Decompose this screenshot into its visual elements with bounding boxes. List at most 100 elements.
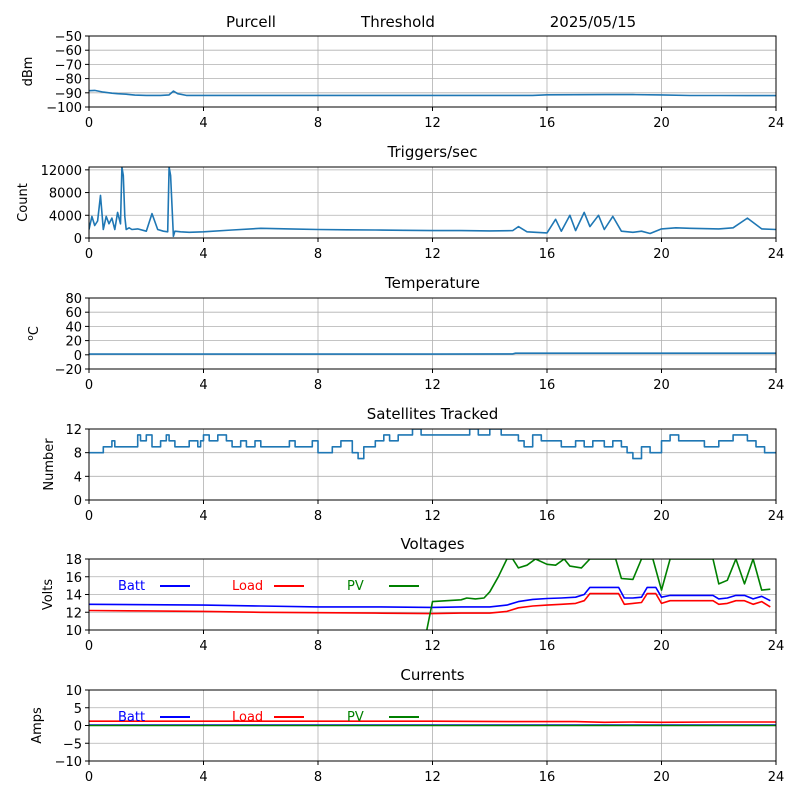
y-tick-label: 40 [65,320,82,335]
x-tick-label: 4 [199,247,207,262]
legend-label-batt: Batt [118,710,145,725]
x-tick-label: 4 [199,378,207,393]
x-tick-label: 12 [424,509,441,524]
y-tick-label: 60 [65,306,82,321]
y-tick-label: −5 [63,737,82,752]
x-tick-label: 20 [653,247,670,262]
x-tick-label: 4 [199,639,207,654]
y-tick-label: 14 [65,589,82,604]
x-tick-label: 16 [539,509,556,524]
y-tick-label: −60 [55,44,82,59]
y-tick-label: 0 [74,232,82,247]
y-axis-label-degree: o [26,335,36,341]
x-tick-label: 0 [85,247,93,262]
x-tick-label: 24 [768,770,785,785]
x-tick-label: 16 [539,247,556,262]
x-tick-label: 24 [768,639,785,654]
x-tick-label: 8 [314,770,322,785]
x-tick-label: 20 [653,770,670,785]
x-tick-label: 12 [424,116,441,131]
y-tick-label: 80 [65,292,82,307]
y-axis-label: dBm [21,57,36,87]
x-tick-label: 12 [424,770,441,785]
series-line-batt [89,586,771,609]
x-tick-label: 16 [539,378,556,393]
y-tick-label: −100 [46,101,82,116]
x-tick-label: 12 [424,378,441,393]
y-tick-label: 18 [65,553,82,568]
x-tick-label: 4 [199,770,207,785]
y-tick-label: 0 [74,494,82,509]
x-tick-label: 0 [85,639,93,654]
x-tick-label: 20 [653,639,670,654]
y-tick-label: 8 [74,447,82,462]
panel-title: Currents [400,666,464,684]
x-tick-label: 8 [314,116,322,131]
y-axis-label: Volts [41,579,56,611]
y-tick-label: 16 [65,571,82,586]
series-line [89,352,776,355]
legend-label-pv: PV [347,579,364,594]
x-tick-label: 0 [85,116,93,131]
legend-label-load: Load [232,579,263,594]
x-tick-label: 16 [539,639,556,654]
series-line-load [89,592,771,615]
y-axis-label-unit: C [27,326,42,335]
x-tick-label: 20 [653,378,670,393]
series-line [89,167,776,238]
x-tick-label: 8 [314,509,322,524]
x-tick-label: 0 [85,509,93,524]
y-tick-label: −70 [55,58,82,73]
header-date: 2025/05/15 [550,13,636,31]
y-tick-label: 12000 [41,164,82,179]
panel-title: Triggers/sec [387,143,478,161]
header-site: Purcell [226,13,276,31]
y-tick-label: −80 [55,73,82,88]
y-tick-label: −50 [55,30,82,45]
y-tick-label: 4000 [49,209,82,224]
x-tick-label: 24 [768,378,785,393]
y-tick-label: 5 [74,702,82,717]
series-line-pv [426,559,771,630]
y-tick-label: −10 [55,755,82,770]
x-tick-label: 16 [539,116,556,131]
x-tick-label: 24 [768,116,785,131]
x-tick-label: 20 [653,116,670,131]
y-tick-label: −90 [55,87,82,102]
series-line [89,89,776,97]
y-axis-label: Count [16,183,31,222]
y-axis-label: Amps [30,707,45,744]
y-axis-label: Number [42,438,57,491]
series-line-load [89,720,776,724]
panel-title: Voltages [400,535,464,553]
x-tick-label: 12 [424,247,441,262]
y-tick-label: 12 [65,423,82,438]
y-tick-label: 0 [74,720,82,735]
x-tick-label: 8 [314,378,322,393]
x-tick-label: 24 [768,247,785,262]
x-tick-label: 12 [424,639,441,654]
x-tick-label: 4 [199,116,207,131]
y-tick-label: 10 [65,684,82,699]
y-tick-label: 12 [65,606,82,621]
panel-title: Satellites Tracked [367,405,498,423]
x-tick-label: 8 [314,639,322,654]
series-line [89,429,776,460]
x-tick-label: 0 [85,378,93,393]
legend-label-pv: PV [347,710,364,725]
x-tick-label: 0 [85,770,93,785]
x-tick-label: 20 [653,509,670,524]
y-tick-label: 0 [74,349,82,364]
x-tick-label: 4 [199,509,207,524]
legend-label-load: Load [232,710,263,725]
y-tick-label: −20 [55,363,82,378]
panel-title: Temperature [384,274,480,292]
x-tick-label: 24 [768,509,785,524]
legend-label-batt: Batt [118,579,145,594]
header-mode: Threshold [360,13,435,31]
y-tick-label: 20 [65,335,82,350]
x-tick-label: 8 [314,247,322,262]
y-tick-label: 8000 [49,187,82,202]
